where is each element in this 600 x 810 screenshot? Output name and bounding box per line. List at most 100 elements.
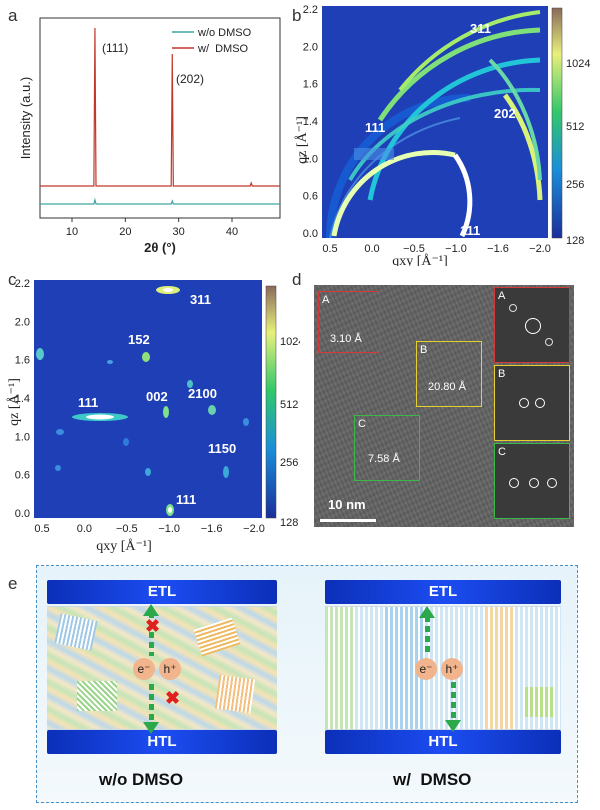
- tem-box-c-label: C: [358, 418, 366, 430]
- panel-label-d: d: [292, 270, 302, 289]
- htl-layer-right: HTL: [325, 730, 561, 754]
- arrow-up-head-right: [419, 606, 435, 618]
- b-qz-tick: 0.6: [303, 191, 318, 203]
- b-qxy-label: qxy [Å⁻¹]: [392, 253, 448, 266]
- c-qz-tick: 1.6: [15, 355, 30, 367]
- xrd-series-line-0: [40, 197, 280, 205]
- xrd-xtick-label: 40: [226, 226, 238, 238]
- c-qz-tick: 0.0: [15, 508, 30, 520]
- electron-path-up-right: [425, 616, 430, 656]
- b-qz-tick: 1.6: [303, 79, 318, 91]
- panel-label-a: a: [8, 6, 18, 25]
- c-cbar-128: 128: [280, 517, 298, 529]
- b-qz-tick: 1.4: [303, 116, 318, 128]
- etl-layer-left: ETL: [47, 580, 277, 604]
- c-qxy-label: qxy [Å⁻¹]: [96, 538, 152, 554]
- c-qz-tick: 0.6: [15, 470, 30, 482]
- electron-path-blocked-up: [149, 612, 154, 656]
- hole-path-down-right: [451, 682, 456, 722]
- film-w-dmso: [325, 606, 561, 730]
- schematic-panel: ETL HTL ✖ ✖ e⁻ h⁺ w/o DMSO ETL HTL e⁻ h⁺…: [36, 565, 578, 803]
- scale-bar: [320, 519, 376, 522]
- b-label-111-left: 111: [365, 120, 385, 135]
- film-wo-dmso: [47, 606, 277, 730]
- c-colorbar: [265, 285, 277, 519]
- b-cbar-1024: 1024: [566, 58, 590, 70]
- c-label-1150: 1150: [208, 441, 236, 456]
- arrow-down-head-right: [445, 720, 461, 732]
- xrd-xtick-label: 30: [173, 226, 185, 238]
- c-label-111-bottom: 111: [176, 492, 196, 507]
- b-cbar-512: 512: [566, 121, 584, 133]
- panel-label-b: b: [292, 6, 302, 25]
- tem-box-c: [354, 415, 420, 481]
- fft-inset-c-label: C: [498, 446, 506, 458]
- panel-label-c: c: [8, 270, 17, 289]
- panel-label-e: e: [8, 574, 18, 593]
- c-qz-label: qz [Å⁻¹]: [6, 378, 22, 426]
- peak-label-202: (202): [176, 72, 204, 86]
- hole-right: h⁺: [441, 658, 463, 680]
- tem-spacing-b: 20.80 Å: [428, 381, 466, 393]
- b-cbar-256: 256: [566, 179, 584, 191]
- tem-box-a: [318, 291, 380, 353]
- fft-inset-a-label: A: [498, 290, 506, 302]
- c-qz-tick: 1.4: [15, 393, 30, 405]
- xrd-xtick-label: 20: [119, 226, 131, 238]
- tem-box-b: [416, 341, 482, 407]
- c-qxy-tick: −1.6: [201, 523, 223, 535]
- c-label-2100: 2100: [188, 386, 217, 401]
- xrd-series-line-1: [40, 27, 280, 187]
- b-qz-label: qz [Å⁻¹]: [294, 116, 310, 164]
- fft-inset-a: A: [494, 287, 570, 363]
- c-label-152: 152: [128, 332, 150, 347]
- xrd-chart: 10 20 30 40 Intensity (a.u.) 2θ (°) w/o DMS…: [18, 17, 281, 255]
- caption-w-dmso: w/ DMSO: [393, 770, 472, 789]
- peak-label-111: (111): [102, 41, 128, 55]
- scale-bar-label: 10 nm: [328, 497, 366, 512]
- c-cbar-512: 512: [280, 399, 298, 411]
- arrow-down-head-left: [143, 722, 159, 734]
- c-qxy-tick: 0.5: [34, 523, 49, 535]
- b-qxy-tick: −1.6: [487, 243, 509, 255]
- b-qz-tick: 2.0: [303, 41, 318, 53]
- c-label-311: 311: [190, 292, 211, 307]
- c-qz-tick: 2.2: [15, 278, 30, 290]
- fft-inset-c: C: [494, 443, 570, 519]
- xrd-xtick-label: 10: [66, 226, 78, 238]
- legend-label-w: w/ DMSO: [197, 43, 249, 55]
- b-qz-tick: 1.0: [303, 153, 318, 165]
- c-qz-tick: 2.0: [15, 316, 30, 328]
- b-label-311: 311: [470, 21, 491, 36]
- b-qz-tick: 2.2: [303, 4, 318, 16]
- electron-right: e⁻: [415, 658, 437, 680]
- xrd-xlabel: 2θ (°): [144, 240, 176, 255]
- b-qxy-tick: 0.5: [322, 243, 337, 255]
- xrd-ylabel: Intensity (a.u.): [18, 77, 33, 159]
- tem-spacing-c: 7.58 Å: [368, 453, 400, 465]
- b-qxy-tick: −0.5: [403, 243, 425, 255]
- etl-layer-right: ETL: [325, 580, 561, 604]
- hole-path-blocked-down: [149, 684, 154, 724]
- legend-label-wo: w/o DMSO: [197, 27, 252, 39]
- c-label-111-left: 111: [78, 395, 98, 410]
- block-cross-top: ✖: [145, 616, 161, 636]
- b-qxy-tick: −2.0: [529, 243, 551, 255]
- b-colorbar: [551, 7, 563, 239]
- c-qxy-tick: −1.0: [158, 523, 180, 535]
- b-qz-tick: 0.0: [303, 228, 318, 240]
- c-qz-tick: 1.0: [15, 431, 30, 443]
- giwaxs-b-pattern: 311 202 111 111 0.5 0.0 −0.5 −1.0 −1.6 −2.0 0.…: [294, 4, 590, 266]
- block-cross-bottom: ✖: [165, 688, 181, 708]
- c-cbar-256: 256: [280, 457, 298, 469]
- c-qxy-tick: −2.0: [243, 523, 265, 535]
- electron-left: e⁻: [133, 658, 155, 680]
- hole-left: h⁺: [159, 658, 181, 680]
- tem-spacing-a: 3.10 Å: [330, 333, 362, 345]
- tem-box-b-label: B: [420, 344, 428, 356]
- htl-layer-left: HTL: [47, 730, 277, 754]
- b-label-111-bottom: 111: [460, 223, 480, 238]
- fft-inset-b: B: [494, 365, 570, 441]
- c-qxy-tick: 0.0: [77, 523, 92, 535]
- b-cbar-128: 128: [566, 235, 584, 247]
